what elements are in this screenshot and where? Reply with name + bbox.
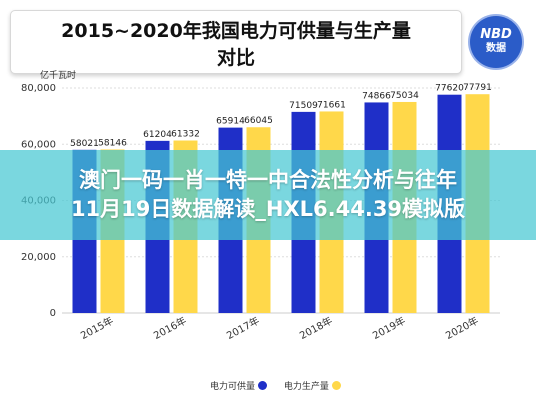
logo-text-data: 数据 [486, 43, 506, 54]
chart-title: 2015~2020年我国电力可供量与生产量 [61, 20, 411, 42]
legend: 电力可供量 电力生产量 [210, 379, 355, 392]
y-axis-unit: 亿千瓦时 [40, 71, 77, 81]
y-tick-label: 80,000 [21, 83, 56, 94]
overlay-text-line1: 澳门一码一肖一特一中合法性分析与往年 [79, 168, 457, 192]
chart-title-continued: 对比 [216, 47, 255, 69]
y-tick-label: 20,000 [21, 252, 56, 263]
x-tick-label: 2020年 [443, 314, 480, 342]
x-tick-label: 2016年 [151, 314, 188, 342]
data-label: 61204 [143, 130, 172, 140]
legend-label-supply: 电力可供量 [210, 382, 256, 392]
title-card: 2015~2020年我国电力可供量与生产量 对比 [10, 10, 462, 74]
data-label: 74866 [362, 91, 391, 101]
legend-swatch-supply [258, 381, 268, 390]
legend-item-supply: 电力可供量 [210, 379, 268, 392]
legend-label-production: 电力生产量 [283, 382, 329, 392]
x-tick-label: 2019年 [370, 314, 407, 342]
data-label: 58021 [70, 139, 99, 149]
overlay-banner: 澳门一码一肖一特一中合法性分析与往年 11月19日数据解读_HXL6.44.39… [0, 150, 536, 240]
y-tick-label: 60,000 [21, 139, 56, 150]
data-label: 61332 [171, 130, 200, 140]
y-tick-label: 0 [50, 308, 56, 319]
data-label: 77791 [463, 83, 492, 93]
x-tick-label: 2018年 [297, 314, 334, 342]
legend-swatch-production [331, 381, 341, 390]
data-label: 71509 [289, 101, 318, 111]
data-label: 65914 [216, 117, 245, 127]
data-label: 66045 [244, 116, 273, 126]
data-label: 71661 [317, 100, 346, 110]
x-tick-label: 2017年 [224, 314, 261, 342]
x-tick-label: 2015年 [78, 314, 115, 342]
data-label: 58146 [98, 138, 127, 148]
logo-text-nbd: NBD [480, 27, 512, 42]
overlay-text-line2: 11月19日数据解读_HXL6.44.39模拟版 [70, 197, 466, 221]
data-label: 77620 [435, 84, 464, 94]
nbd-logo: NBD 数据 [470, 16, 522, 68]
data-label: 75034 [390, 91, 419, 101]
legend-item-production: 电力生产量 [284, 379, 341, 392]
